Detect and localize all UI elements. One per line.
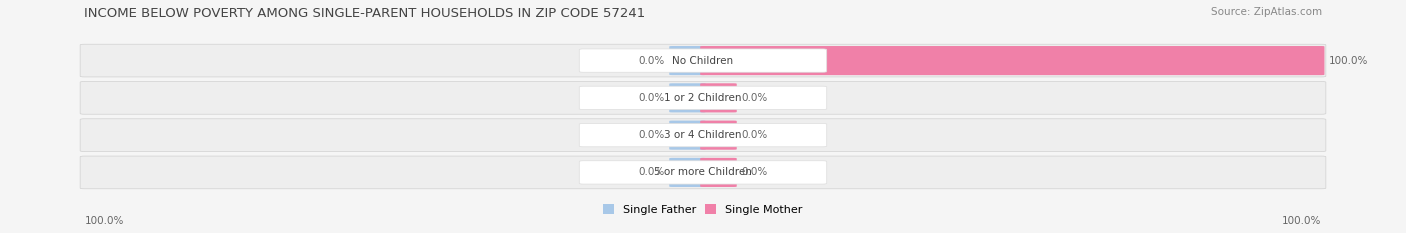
FancyBboxPatch shape bbox=[579, 161, 827, 184]
FancyBboxPatch shape bbox=[579, 86, 827, 110]
FancyBboxPatch shape bbox=[80, 156, 1326, 189]
FancyBboxPatch shape bbox=[80, 44, 1326, 77]
FancyBboxPatch shape bbox=[80, 119, 1326, 151]
Text: 3 or 4 Children: 3 or 4 Children bbox=[664, 130, 742, 140]
FancyBboxPatch shape bbox=[579, 49, 827, 72]
FancyBboxPatch shape bbox=[669, 46, 706, 75]
Text: 0.0%: 0.0% bbox=[741, 130, 768, 140]
FancyBboxPatch shape bbox=[700, 46, 1324, 75]
Text: 0.0%: 0.0% bbox=[741, 93, 768, 103]
Text: No Children: No Children bbox=[672, 56, 734, 65]
Text: 0.0%: 0.0% bbox=[638, 168, 665, 177]
Text: 0.0%: 0.0% bbox=[638, 93, 665, 103]
Text: 100.0%: 100.0% bbox=[1329, 56, 1368, 65]
FancyBboxPatch shape bbox=[80, 82, 1326, 114]
FancyBboxPatch shape bbox=[700, 158, 737, 187]
FancyBboxPatch shape bbox=[669, 158, 706, 187]
Text: 100.0%: 100.0% bbox=[84, 216, 124, 226]
Text: 0.0%: 0.0% bbox=[638, 56, 665, 65]
Text: INCOME BELOW POVERTY AMONG SINGLE-PARENT HOUSEHOLDS IN ZIP CODE 57241: INCOME BELOW POVERTY AMONG SINGLE-PARENT… bbox=[84, 7, 645, 20]
Text: Source: ZipAtlas.com: Source: ZipAtlas.com bbox=[1211, 7, 1322, 17]
Legend: Single Father, Single Mother: Single Father, Single Mother bbox=[600, 202, 806, 217]
Text: 5 or more Children: 5 or more Children bbox=[654, 168, 752, 177]
Text: 1 or 2 Children: 1 or 2 Children bbox=[664, 93, 742, 103]
Text: 0.0%: 0.0% bbox=[741, 168, 768, 177]
Text: 100.0%: 100.0% bbox=[1282, 216, 1322, 226]
Text: 0.0%: 0.0% bbox=[638, 130, 665, 140]
FancyBboxPatch shape bbox=[700, 121, 737, 150]
FancyBboxPatch shape bbox=[700, 83, 737, 112]
FancyBboxPatch shape bbox=[669, 83, 706, 112]
FancyBboxPatch shape bbox=[579, 123, 827, 147]
FancyBboxPatch shape bbox=[669, 121, 706, 150]
